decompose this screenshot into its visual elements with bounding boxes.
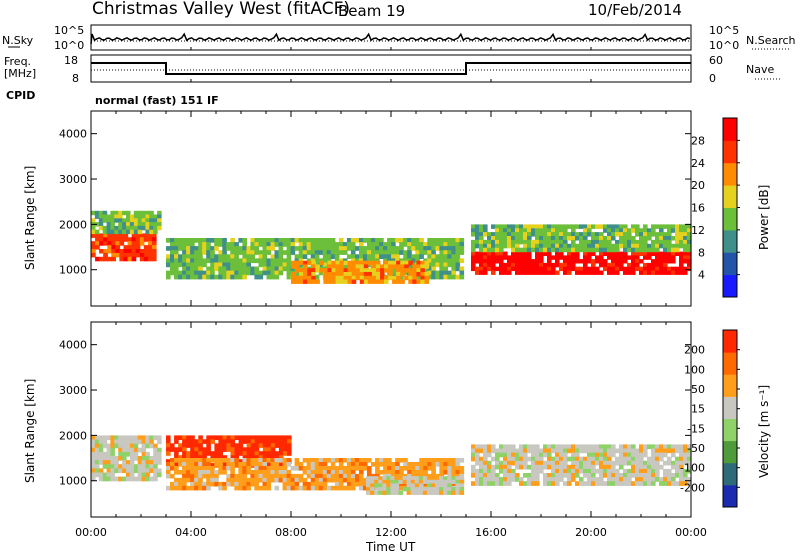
velocity-colorbar-segment [723, 462, 737, 486]
power-colorbar-segment [723, 207, 737, 231]
velocity-band-3 [366, 476, 465, 495]
x-tick-label: 00:00 [75, 526, 107, 539]
nave-tick-bottom: 0 [709, 72, 716, 85]
nsky-trace [90, 32, 691, 45]
velocity-colorbar-segment [723, 330, 737, 353]
velocity-colorbar-segment [723, 374, 737, 397]
velocity-band-4 [471, 444, 692, 486]
x-tick-label: 20:00 [575, 526, 607, 539]
velocity-colorbar-tick-label: -200 [680, 481, 705, 494]
nsearch-label: N.Search [746, 34, 796, 47]
velocity-colorbar-segment [723, 440, 737, 464]
x-tick-label: 04:00 [175, 526, 207, 539]
nsky-tick-top: 10^5 [54, 24, 85, 37]
freq-tick-top: 18 [64, 54, 78, 67]
power-colorbar-tick-label: 24 [691, 157, 705, 170]
power-band-3 [291, 260, 430, 284]
x-tick-label: 08:00 [275, 526, 307, 539]
x-axis-label: Time UT [366, 540, 416, 554]
frequency-trace [91, 62, 691, 75]
velocity-ytick-label: 4000 [59, 339, 87, 352]
power-ytick-label: 3000 [59, 173, 87, 186]
chart-title: Christmas Valley West (fitACF) [92, 0, 351, 19]
velocity-colorbar-tick-label: 15 [691, 403, 705, 416]
power-colorbar-tick-label: 20 [691, 179, 705, 192]
freq-tick-bottom: 8 [72, 72, 79, 85]
nsky-label: N.Sky [2, 34, 34, 47]
freq-label: Freq. [4, 55, 32, 68]
velocity-ytick-label: 1000 [59, 475, 87, 488]
power-colorbar-tick-label: 12 [691, 224, 705, 237]
velocity-band-0 [91, 435, 162, 482]
power-band-0 [91, 233, 157, 262]
power-band-4 [471, 251, 692, 275]
velocity-colorbar-segment [723, 484, 737, 508]
power-ytick-label: 1000 [59, 264, 87, 277]
freq-strip-frame [90, 54, 692, 83]
power-ytick-label: 2000 [59, 218, 87, 231]
power-colorbar-segment [723, 185, 737, 208]
power-colorbar-tick-label: 16 [691, 202, 705, 215]
velocity-colorbar-frame [722, 329, 738, 508]
velocity-colorbar-tick-label: -50 [687, 442, 705, 455]
power-ytick-label: 4000 [59, 128, 87, 141]
velocity-colorbar-segment [723, 352, 737, 375]
power-colorbar-segment [723, 140, 737, 164]
nave-tick-top: 60 [709, 54, 723, 67]
power-colorbar-tick-label: 28 [691, 134, 705, 147]
x-tick-label: 00:00 [675, 526, 707, 539]
power-colorbar-segment [723, 162, 737, 186]
date-label: 10/Feb/2014 [588, 1, 682, 19]
freq-unit-label: [MHz] [4, 67, 37, 80]
nsearch-tick-top: 10^5 [709, 24, 740, 37]
x-tick-label: 16:00 [475, 526, 507, 539]
velocity-colorbar-tick-label: 50 [691, 383, 705, 396]
velocity-colorbar-tick-label: -15 [687, 422, 705, 435]
power-band-1 [91, 210, 162, 235]
nsearch-tick-bottom: 10^0 [709, 39, 740, 52]
velocity-colorbar-tick-label: 200 [684, 344, 705, 357]
velocity-colorbar-segment [723, 396, 737, 419]
power-colorbar-segment [723, 252, 737, 276]
power-band-5 [471, 224, 692, 253]
cpid-label: CPID [6, 89, 36, 102]
power-colorbar-tick-label: 8 [698, 246, 705, 259]
power-colorbar-tick-label: 4 [698, 269, 705, 282]
cpid-text: normal (fast) 151 IF [95, 94, 219, 107]
nave-label: Nave [746, 63, 775, 76]
power-colorbar-segment [723, 118, 737, 141]
beam-label: Beam 19 [338, 2, 406, 20]
power-colorbar-segment [723, 229, 737, 253]
velocity-ytick-label: 3000 [59, 384, 87, 397]
velocity-ytick-label: 2000 [59, 429, 87, 442]
velocity-colorbar-tick-label: -100 [680, 462, 705, 475]
power-colorbar-segment [723, 274, 737, 298]
velocity-colorbar-tick-label: 100 [684, 363, 705, 376]
nsky-tick-bottom: 10^0 [54, 39, 85, 52]
velocity-colorbar-segment [723, 418, 737, 442]
x-tick-label: 12:00 [375, 526, 407, 539]
